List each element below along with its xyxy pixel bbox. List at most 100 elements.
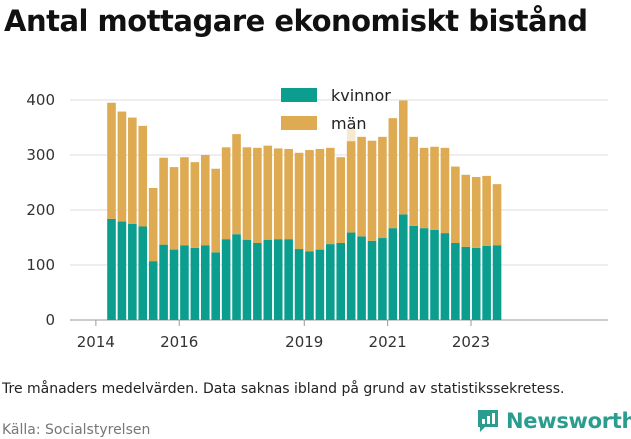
bar-kvinnor — [169, 249, 179, 320]
bar-kvinnor — [451, 243, 460, 320]
bar-kvinnor — [367, 240, 377, 320]
bar-man — [440, 147, 450, 234]
bar-man — [471, 177, 481, 248]
y-tick-label: 0 — [45, 311, 55, 329]
bar-man — [253, 147, 262, 243]
bar-kvinnor — [398, 214, 408, 320]
bar-kvinnor — [430, 229, 439, 320]
x-tick-label: 2023 — [452, 333, 490, 351]
bar-man — [148, 188, 158, 262]
x-tick-label: 2014 — [77, 333, 115, 351]
y-axis-ticks: 0 100 200 300 400 — [26, 91, 55, 329]
bar-kvinnor — [284, 239, 293, 320]
bar-chart: 0 100 200 300 400 2014 2016 2019 2021 2023 kvinn… — [26, 86, 608, 351]
bar-kvinnor — [378, 238, 387, 320]
bar-man — [409, 136, 418, 226]
bar-man — [357, 136, 366, 237]
bar-kvinnor — [273, 239, 283, 320]
bar-man — [346, 141, 356, 233]
legend-label-kvinnor: kvinnor — [331, 86, 391, 105]
legend: kvinnor män — [281, 86, 391, 133]
brand-logo: Newsworthy — [476, 408, 631, 434]
bar-man — [190, 162, 200, 248]
legend-label-man: män — [331, 114, 367, 133]
brand-name: Newsworthy — [506, 409, 631, 433]
bar-man — [367, 140, 377, 241]
newsworthy-logo-icon — [478, 410, 498, 432]
x-tick-label: 2016 — [160, 333, 198, 351]
bar-man — [211, 168, 220, 253]
bar-kvinnor — [242, 239, 252, 320]
bar-kvinnor — [336, 243, 346, 320]
bar-kvinnor — [117, 221, 127, 320]
legend-swatch-man — [281, 116, 317, 130]
bar-man — [482, 175, 491, 246]
bar-kvinnor — [471, 247, 481, 320]
x-tick-label: 2019 — [285, 333, 323, 351]
y-tick-label: 100 — [26, 256, 55, 274]
y-tick-label: 300 — [26, 146, 55, 164]
bar-kvinnor — [294, 249, 304, 320]
footnote: Tre månaders medelvärden. Data saknas ib… — [2, 381, 565, 397]
bar-man — [315, 148, 325, 250]
bar-kvinnor — [128, 223, 137, 320]
bar-kvinnor — [138, 226, 148, 320]
bar-kvinnor — [357, 236, 366, 320]
bar-man — [221, 147, 231, 240]
bar-kvinnor — [326, 244, 335, 320]
bar-man — [388, 118, 398, 229]
bar-man — [169, 167, 179, 250]
bar-man — [232, 134, 241, 235]
bar-kvinnor — [159, 244, 168, 320]
bar-man — [117, 111, 127, 222]
bar-kvinnor — [263, 239, 273, 320]
bar-man — [430, 146, 439, 230]
bar-kvinnor — [221, 239, 231, 320]
bar-man — [107, 102, 116, 219]
y-tick-label: 400 — [26, 91, 55, 109]
bar-kvinnor — [388, 228, 398, 320]
bar-man — [378, 136, 387, 239]
bar-kvinnor — [232, 234, 241, 320]
bar-kvinnor — [409, 225, 418, 320]
bar-man — [180, 157, 189, 246]
bar-man — [451, 166, 460, 243]
bar-kvinnor — [253, 243, 262, 320]
bar-man — [419, 147, 429, 229]
bar-kvinnor — [315, 249, 325, 320]
bar-kvinnor — [200, 245, 210, 320]
bar-man — [461, 174, 471, 247]
source-text: Källa: Socialstyrelsen — [2, 422, 151, 438]
bars — [107, 100, 502, 320]
bar-man — [305, 150, 314, 252]
bar-kvinnor — [211, 252, 220, 320]
bar-kvinnor — [107, 218, 116, 320]
bar-man — [492, 184, 502, 246]
bar-kvinnor — [419, 228, 429, 320]
chart-title: Antal mottagare ekonomiskt bistånd — [4, 4, 588, 38]
bar-kvinnor — [148, 261, 158, 320]
bar-man — [294, 152, 304, 250]
bar-kvinnor — [190, 247, 200, 320]
bar-man — [398, 100, 408, 215]
bar-man — [200, 155, 210, 246]
bar-kvinnor — [180, 245, 189, 320]
bar-man — [242, 147, 252, 240]
bar-man — [273, 148, 283, 240]
bar-man — [284, 148, 293, 240]
bar-kvinnor — [346, 232, 356, 320]
bar-kvinnor — [305, 251, 314, 320]
bar-kvinnor — [492, 245, 502, 320]
bar-man — [159, 157, 168, 245]
x-axis-ticks: 2014 2016 2019 2021 2023 — [77, 320, 490, 351]
bar-man — [326, 147, 335, 245]
y-tick-label: 200 — [26, 201, 55, 219]
x-tick-label: 2021 — [369, 333, 407, 351]
legend-swatch-kvinnor — [281, 88, 317, 102]
bar-kvinnor — [482, 245, 491, 320]
bar-man — [336, 157, 346, 243]
bar-kvinnor — [440, 233, 450, 320]
bar-man — [138, 125, 148, 227]
bar-kvinnor — [461, 246, 471, 320]
bar-man — [128, 117, 137, 224]
